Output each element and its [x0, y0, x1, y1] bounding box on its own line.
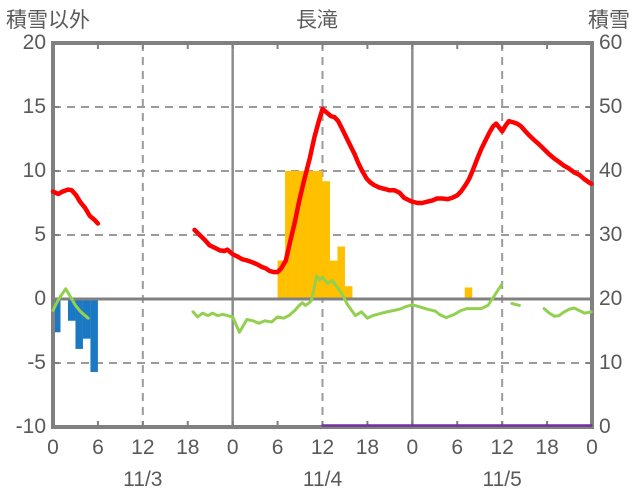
date-label: 11/5 — [482, 468, 522, 491]
green-line-segment — [542, 306, 593, 318]
hour-tick-label: 0 — [586, 436, 598, 459]
orange-bars-bar — [464, 287, 473, 299]
hour-tick-label: 12 — [490, 436, 514, 459]
left-axis-tick-label: 20 — [22, 31, 46, 54]
orange-bars-bar — [285, 171, 293, 299]
hour-tick-label: 18 — [355, 436, 380, 459]
right-axis-tick-label: 20 — [599, 287, 623, 310]
right-axis-tick-label: 40 — [599, 159, 623, 182]
hour-tick-label: 6 — [451, 436, 464, 459]
blue-bars-bar — [67, 299, 76, 321]
hour-tick-label: 18 — [535, 436, 559, 459]
hour-tick-label: 0 — [406, 436, 419, 459]
left-axis-tick-label: 0 — [34, 287, 46, 310]
orange-bars-bar — [322, 181, 330, 299]
hour-tick-label: 12 — [131, 436, 155, 459]
right-axis-tick-label: 30 — [599, 223, 623, 246]
left-axis-tick-label: 10 — [22, 159, 46, 182]
hour-tick-label: 0 — [226, 436, 239, 459]
orange-bars-bar — [277, 260, 286, 299]
left-axis-tick-label: -10 — [15, 415, 46, 438]
green-line-segment — [191, 274, 503, 334]
orange-bars-bar — [307, 171, 316, 299]
red-line-segment — [192, 106, 594, 275]
hour-tick-label: 6 — [271, 436, 284, 459]
left-axis-tick-label: -5 — [27, 351, 46, 374]
chart-title: 長滝 — [296, 9, 338, 32]
left-axis-title: 積雪以外 — [6, 9, 90, 32]
orange-bars-bar — [292, 171, 301, 299]
hour-tick-label: 6 — [92, 436, 104, 459]
green-line-segment — [51, 287, 90, 320]
date-label: 11/4 — [302, 468, 343, 491]
right-axis-tick-label: 0 — [599, 415, 611, 438]
right-axis-tick-label: 50 — [599, 95, 623, 118]
orange-bars-bar — [300, 171, 308, 299]
blue-bars-bar — [75, 299, 83, 349]
green-line-segment — [510, 302, 521, 307]
right-axis-tick-label: 60 — [599, 31, 623, 54]
date-label: 11/3 — [123, 468, 163, 491]
orange-bars-bar — [344, 286, 353, 299]
orange-bars-bar — [329, 260, 338, 299]
red-line-segment — [50, 187, 101, 226]
right-axis-title: 積雪 — [588, 9, 630, 32]
hour-tick-label: 18 — [176, 436, 200, 459]
orange-bars-bar — [315, 171, 323, 299]
orange-bars-bar — [337, 246, 345, 299]
left-axis-tick-label: 15 — [22, 95, 46, 118]
right-axis-tick-label: 10 — [599, 351, 623, 374]
left-axis-tick-label: 5 — [34, 223, 46, 246]
hour-tick-label: 12 — [310, 436, 335, 459]
hour-tick-label: 0 — [47, 436, 59, 459]
blue-bars-bar — [53, 299, 61, 333]
blue-bars-bar — [90, 299, 98, 372]
